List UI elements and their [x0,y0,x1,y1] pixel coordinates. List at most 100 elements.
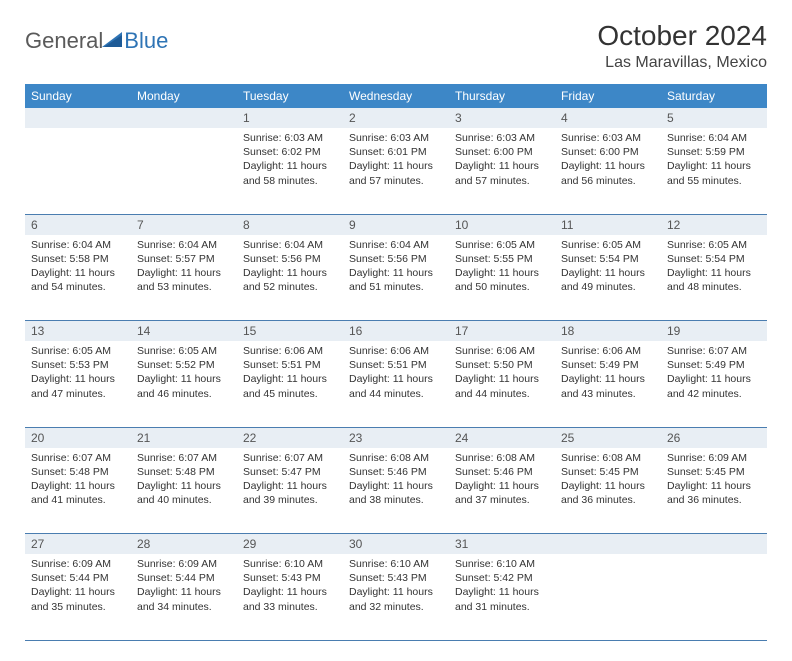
day2-line: and 43 minutes. [561,387,655,401]
day-cell-content: Sunrise: 6:08 AMSunset: 5:46 PMDaylight:… [449,448,555,512]
day2-line: and 50 minutes. [455,280,549,294]
sunset-line: Sunset: 6:00 PM [561,145,655,159]
day2-line: and 38 minutes. [349,493,443,507]
day-number: 7 [131,214,237,235]
day1-line: Daylight: 11 hours [349,159,443,173]
day-number: 16 [343,321,449,342]
day-number: 21 [131,427,237,448]
sunrise-line: Sunrise: 6:05 AM [561,238,655,252]
day-cell: Sunrise: 6:09 AMSunset: 5:44 PMDaylight:… [131,554,237,640]
day-number: 25 [555,427,661,448]
day-cell-content: Sunrise: 6:03 AMSunset: 6:00 PMDaylight:… [449,128,555,192]
day-cell-content: Sunrise: 6:07 AMSunset: 5:48 PMDaylight:… [131,448,237,512]
day-number: 1 [237,108,343,128]
day-number: 13 [25,321,131,342]
day-cell: Sunrise: 6:09 AMSunset: 5:44 PMDaylight:… [25,554,131,640]
sunrise-line: Sunrise: 6:05 AM [137,344,231,358]
day-number: 5 [661,108,767,128]
sunrise-line: Sunrise: 6:06 AM [455,344,549,358]
day-cell-content: Sunrise: 6:06 AMSunset: 5:51 PMDaylight:… [343,341,449,405]
day-number: 26 [661,427,767,448]
sunrise-line: Sunrise: 6:07 AM [667,344,761,358]
day-cell: Sunrise: 6:08 AMSunset: 5:46 PMDaylight:… [343,448,449,534]
day-cell-content: Sunrise: 6:06 AMSunset: 5:50 PMDaylight:… [449,341,555,405]
sunset-line: Sunset: 5:48 PM [31,465,125,479]
day1-line: Daylight: 11 hours [667,372,761,386]
day-cell-content: Sunrise: 6:05 AMSunset: 5:55 PMDaylight:… [449,235,555,299]
day-cell-content: Sunrise: 6:07 AMSunset: 5:49 PMDaylight:… [661,341,767,405]
day-cell: Sunrise: 6:03 AMSunset: 6:02 PMDaylight:… [237,128,343,214]
day1-line: Daylight: 11 hours [243,372,337,386]
day-cell: Sunrise: 6:05 AMSunset: 5:55 PMDaylight:… [449,235,555,321]
weekday-header: Tuesday [237,84,343,108]
day-number: 29 [237,534,343,555]
day-cell [661,554,767,640]
day2-line: and 49 minutes. [561,280,655,294]
sunset-line: Sunset: 5:42 PM [455,571,549,585]
day-cell-content: Sunrise: 6:05 AMSunset: 5:54 PMDaylight:… [555,235,661,299]
day-cell-content: Sunrise: 6:05 AMSunset: 5:54 PMDaylight:… [661,235,767,299]
sunset-line: Sunset: 6:00 PM [455,145,549,159]
day-cell [25,128,131,214]
day2-line: and 40 minutes. [137,493,231,507]
day2-line: and 57 minutes. [455,174,549,188]
calendar-page: General Blue October 2024 Las Maravillas… [0,0,792,661]
day1-line: Daylight: 11 hours [349,266,443,280]
day-cell: Sunrise: 6:05 AMSunset: 5:54 PMDaylight:… [555,235,661,321]
weekday-header: Sunday [25,84,131,108]
day-number-row: 20212223242526 [25,427,767,448]
day-cell: Sunrise: 6:08 AMSunset: 5:45 PMDaylight:… [555,448,661,534]
sunrise-line: Sunrise: 6:10 AM [455,557,549,571]
sunrise-line: Sunrise: 6:06 AM [561,344,655,358]
day2-line: and 36 minutes. [561,493,655,507]
day2-line: and 52 minutes. [243,280,337,294]
day-cell [131,128,237,214]
sunrise-line: Sunrise: 6:04 AM [243,238,337,252]
sunset-line: Sunset: 5:49 PM [667,358,761,372]
sunrise-line: Sunrise: 6:04 AM [667,131,761,145]
day2-line: and 58 minutes. [243,174,337,188]
day-cell: Sunrise: 6:03 AMSunset: 6:00 PMDaylight:… [449,128,555,214]
day-number: 18 [555,321,661,342]
day-number: 23 [343,427,449,448]
day-cell: Sunrise: 6:05 AMSunset: 5:54 PMDaylight:… [661,235,767,321]
day1-line: Daylight: 11 hours [561,266,655,280]
day1-line: Daylight: 11 hours [455,585,549,599]
sunrise-line: Sunrise: 6:07 AM [243,451,337,465]
day-cell: Sunrise: 6:06 AMSunset: 5:50 PMDaylight:… [449,341,555,427]
day-cell: Sunrise: 6:05 AMSunset: 5:52 PMDaylight:… [131,341,237,427]
day1-line: Daylight: 11 hours [561,159,655,173]
day-number: 22 [237,427,343,448]
day-cell: Sunrise: 6:08 AMSunset: 5:46 PMDaylight:… [449,448,555,534]
day-cell-content: Sunrise: 6:04 AMSunset: 5:56 PMDaylight:… [343,235,449,299]
day-number: 6 [25,214,131,235]
sunset-line: Sunset: 5:51 PM [243,358,337,372]
sunset-line: Sunset: 5:56 PM [243,252,337,266]
day2-line: and 55 minutes. [667,174,761,188]
day-cell: Sunrise: 6:03 AMSunset: 6:01 PMDaylight:… [343,128,449,214]
sunrise-line: Sunrise: 6:07 AM [137,451,231,465]
sunrise-line: Sunrise: 6:06 AM [243,344,337,358]
day2-line: and 57 minutes. [349,174,443,188]
weekday-header: Friday [555,84,661,108]
sunrise-line: Sunrise: 6:06 AM [349,344,443,358]
sunset-line: Sunset: 5:44 PM [31,571,125,585]
day2-line: and 48 minutes. [667,280,761,294]
sunset-line: Sunset: 5:46 PM [455,465,549,479]
day-cell: Sunrise: 6:07 AMSunset: 5:48 PMDaylight:… [25,448,131,534]
day2-line: and 45 minutes. [243,387,337,401]
day-cell: Sunrise: 6:06 AMSunset: 5:51 PMDaylight:… [343,341,449,427]
day1-line: Daylight: 11 hours [137,479,231,493]
day-cell-content: Sunrise: 6:03 AMSunset: 6:01 PMDaylight:… [343,128,449,192]
day1-line: Daylight: 11 hours [349,585,443,599]
day1-line: Daylight: 11 hours [349,479,443,493]
day1-line: Daylight: 11 hours [31,585,125,599]
day1-line: Daylight: 11 hours [561,479,655,493]
day-cell-content: Sunrise: 6:04 AMSunset: 5:58 PMDaylight:… [25,235,131,299]
day-cell-content: Sunrise: 6:05 AMSunset: 5:53 PMDaylight:… [25,341,131,405]
day2-line: and 53 minutes. [137,280,231,294]
day1-line: Daylight: 11 hours [243,159,337,173]
day-cell-content: Sunrise: 6:05 AMSunset: 5:52 PMDaylight:… [131,341,237,405]
day1-line: Daylight: 11 hours [243,585,337,599]
sunrise-line: Sunrise: 6:08 AM [349,451,443,465]
